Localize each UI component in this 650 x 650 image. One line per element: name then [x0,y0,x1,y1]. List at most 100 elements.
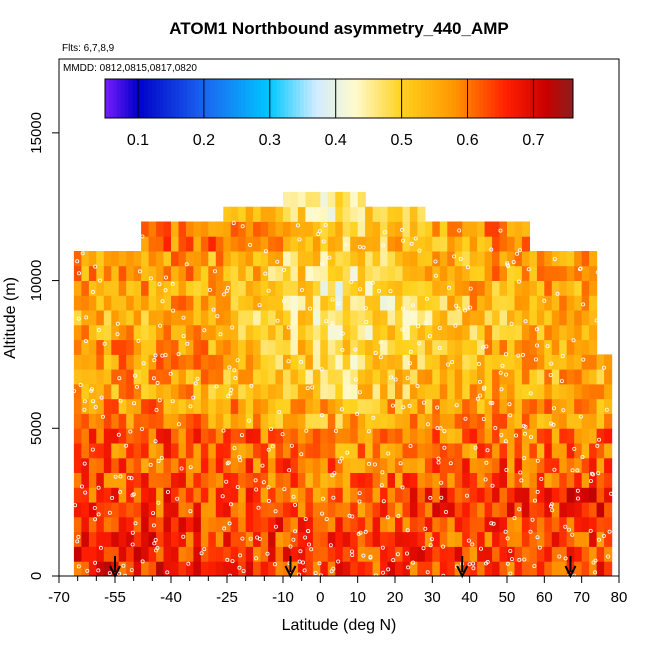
heat-cell [432,561,441,577]
heat-cell [395,561,404,577]
heat-cell [342,546,351,562]
heat-cell [185,516,194,533]
heat-cell [469,265,478,281]
colorbar-segment [514,79,519,118]
observation-point [509,557,514,562]
heat-cell [589,516,598,533]
heat-cell [283,413,292,429]
heat-cell [96,339,105,355]
heat-cell [312,457,321,473]
heat-cell [223,339,232,355]
observation-point [358,530,363,535]
observation-point [265,551,270,556]
heat-cell [544,413,553,429]
heat-cell [417,428,426,444]
observation-point [305,386,310,391]
heat-cell [73,324,82,341]
observation-point [563,556,568,561]
heat-cell [439,221,448,237]
heat-cell [551,472,560,488]
heat-cell [88,324,97,341]
heat-cell [245,221,254,237]
observation-point [361,553,366,558]
heat-cell [342,516,351,533]
heat-cell [439,324,448,341]
heat-cell [529,265,538,281]
heat-cell [118,487,127,503]
heat-cell [73,295,82,311]
heat-cell [141,443,150,459]
heat-cell [477,443,486,459]
observation-point [505,561,510,566]
heat-cell [402,310,411,326]
heat-cell [350,310,359,326]
heat-cell [290,206,299,222]
heat-cell [469,443,478,459]
heat-cell [230,265,239,281]
heat-cell [200,531,209,547]
heat-cell [238,428,247,444]
observation-point [400,238,405,243]
heat-cell [320,531,329,547]
heat-cell [185,295,194,311]
heat-cell [327,280,336,296]
heat-cell [409,295,418,311]
heat-cell [357,443,366,459]
heat-cell [499,443,508,459]
heat-cell [148,280,157,296]
colorbar-segment [420,79,426,118]
observation-point [130,530,135,535]
observation-point [117,571,122,576]
colorbar-segment [319,79,324,118]
heat-cell [245,310,254,326]
observation-point [140,234,145,239]
heat-cell [380,369,389,385]
heat-cell [253,384,262,400]
heat-cell [387,487,396,503]
heat-cell [178,265,187,281]
observation-point [357,499,362,504]
heat-cell [305,251,314,267]
observation-point [281,299,286,304]
observation-point [489,521,494,526]
heat-cell [133,502,142,518]
observation-point [82,407,87,412]
observation-point [295,223,300,228]
observation-point [457,228,462,233]
heat-cell [462,546,471,562]
observation-point [481,416,486,421]
observation-point [231,221,236,226]
observation-point [308,306,313,311]
y-tick-label: 10000 [28,260,45,302]
heat-cell [350,502,359,518]
heat-cell [492,324,501,341]
observation-point [571,338,576,343]
heat-cell [559,472,568,488]
colorbar-segment [409,79,414,118]
observation-point [581,357,586,362]
heat-cell [245,443,254,459]
heat-cell [566,310,575,326]
heat-cell [118,265,127,281]
heat-cell [193,236,202,252]
heat-cell [395,369,404,385]
heat-cell [327,457,336,473]
observation-point [291,494,296,499]
heat-cell [402,457,411,473]
heat-cell [81,310,90,326]
heat-cell [439,295,448,311]
heat-cell [133,398,142,414]
heat-cell [230,443,239,459]
heat-cell [514,265,523,281]
observation-point [528,391,533,396]
colorbar-segment [296,79,301,118]
heat-cell [320,472,329,488]
observation-point [361,245,366,250]
heat-cell [275,295,284,311]
heat-cell [477,280,486,296]
heat-cell [320,354,329,370]
heat-cell [290,191,299,208]
heat-cell [342,384,351,400]
heat-cell [320,502,329,518]
heat-cell [499,324,508,341]
